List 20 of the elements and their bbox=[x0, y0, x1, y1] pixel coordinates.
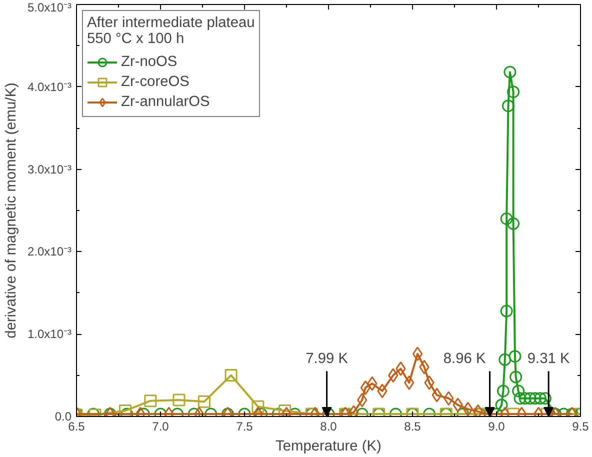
legend-label: Zr-coreOS bbox=[121, 74, 190, 90]
y-tick-label: 1.0x10⁻³ bbox=[27, 327, 72, 342]
x-tick-label: 7.0 bbox=[152, 420, 170, 434]
legend-title: After intermediate plateau 550 °C x 100 h bbox=[87, 15, 255, 47]
x-tick-label: 8.0 bbox=[320, 420, 338, 434]
x-tick-label: 8.5 bbox=[404, 420, 422, 434]
y-tick-label: 3.0x10⁻³ bbox=[27, 162, 72, 176]
x-tick-label: 9.0 bbox=[488, 420, 506, 434]
x-axis-title: Temperature (K) bbox=[276, 438, 382, 454]
x-tick-label: 7.5 bbox=[236, 420, 254, 434]
y-tick-label: 5.0x10⁻³ bbox=[27, 0, 72, 14]
y-axis-title: derivative of magnetic moment (emu/K) bbox=[3, 82, 20, 338]
legend-label: Zr-annularOS bbox=[121, 94, 210, 110]
y-tick-label: 2.0x10⁻³ bbox=[27, 244, 72, 259]
x-tick-label: 9.5 bbox=[572, 420, 590, 434]
annotation: 9.31 K bbox=[527, 351, 570, 368]
y-tick-label: 4.0x10⁻³ bbox=[27, 80, 72, 94]
annotation: 7.99 K bbox=[306, 351, 348, 368]
annotation: 8.96 K bbox=[443, 351, 486, 368]
legend-label: Zr-noOS bbox=[121, 54, 178, 70]
